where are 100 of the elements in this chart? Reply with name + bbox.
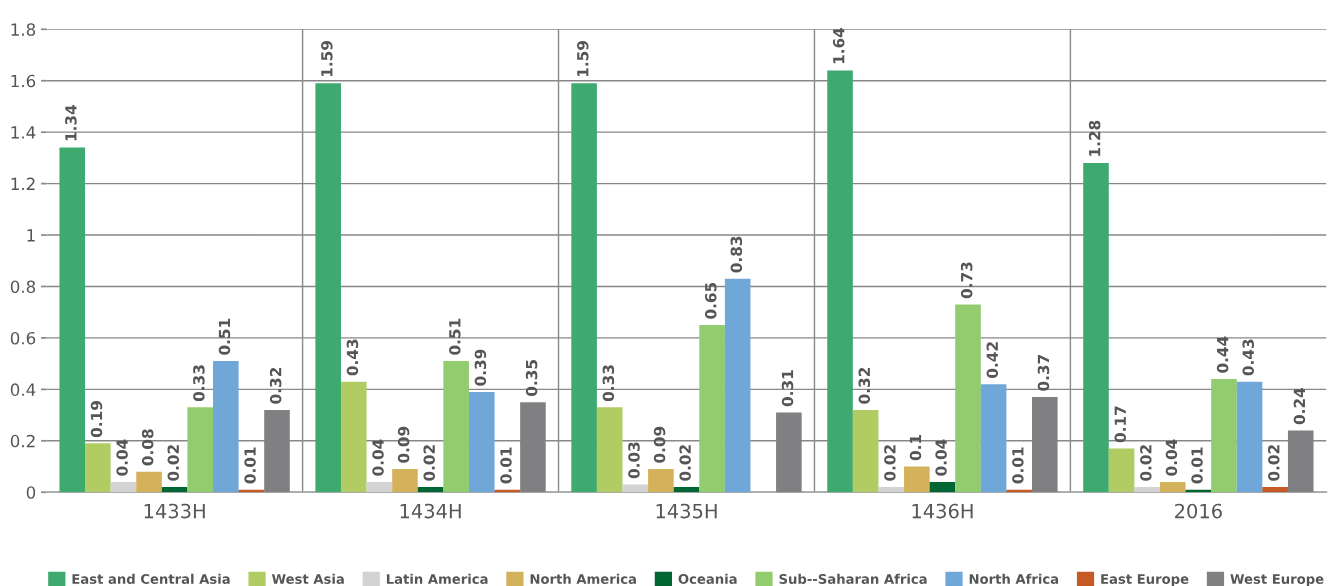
data-label: 0.09 (397, 426, 410, 463)
y-tick-label: 0.8 (10, 280, 36, 294)
data-label: 0.04 (935, 439, 947, 476)
bar (699, 325, 725, 493)
bar (1211, 379, 1237, 493)
data-label: 0.32 (269, 368, 282, 404)
y-tick-label: 1 (27, 229, 35, 242)
data-label: 0.51 (449, 318, 461, 355)
data-label: 0.39 (474, 349, 487, 386)
bar (315, 83, 341, 493)
data-label: 0.01 (1012, 447, 1024, 484)
legend-label: West Asia (271, 573, 344, 584)
bar (187, 407, 214, 493)
bar (980, 384, 1007, 493)
bar (1083, 163, 1109, 493)
y-tick-label: 0.4 (10, 383, 36, 396)
bar (571, 83, 597, 493)
legend-label: West Europe (1230, 574, 1324, 586)
data-label: 0.04 (372, 439, 384, 476)
y-tick-label: 1.4 (11, 126, 36, 139)
legend-label: East Europe (1101, 574, 1189, 586)
data-label: 0.37 (1037, 355, 1050, 391)
data-label: 0.04 (1165, 439, 1178, 476)
data-label: 1.34 (65, 105, 77, 141)
data-label: 0.43 (346, 339, 359, 376)
data-label: 1.64 (832, 27, 845, 64)
bar (673, 487, 700, 493)
bar (929, 481, 956, 493)
bar (1236, 381, 1263, 493)
data-label: 0.02 (167, 445, 180, 481)
data-label: 0.02 (679, 445, 691, 481)
data-label: 0.32 (858, 368, 871, 404)
data-label: 0.01 (244, 447, 256, 484)
data-label: 0.09 (653, 426, 666, 463)
data-label: 0.08 (141, 429, 154, 466)
x-tick-label: 1436H (912, 503, 973, 519)
bar (827, 70, 853, 493)
legend-label: Oceania (678, 573, 737, 584)
data-label: 0.31 (781, 370, 794, 407)
legend-label: North Africa (969, 573, 1059, 584)
data-label: 1.28 (1088, 120, 1101, 156)
bar (724, 278, 751, 493)
legend-label: North America (530, 573, 636, 584)
bar (366, 481, 393, 493)
data-label: 0.04 (116, 439, 128, 476)
bar (468, 391, 495, 493)
x-tick-label: 1434H (400, 503, 461, 519)
x-tick-label: 1433H (144, 503, 205, 519)
bar (1134, 487, 1160, 493)
legend-label: Latin America (386, 573, 488, 584)
data-label: 0.43 (1242, 339, 1254, 376)
x-tick-label: 1435H (656, 503, 717, 519)
data-label: 0.83 (730, 236, 743, 273)
data-label: 0.02 (884, 445, 896, 481)
bar (648, 469, 674, 493)
data-label: 0.42 (986, 342, 999, 378)
data-label: 0.02 (1140, 445, 1152, 481)
data-label: 1.59 (577, 41, 589, 77)
bar (904, 466, 930, 493)
y-tick-label: 0.6 (10, 331, 36, 345)
data-label: 0.44 (1216, 336, 1229, 373)
bar (213, 361, 239, 493)
bar (443, 361, 469, 493)
bar (955, 304, 981, 493)
y-tick-label: 0 (26, 486, 36, 499)
bar (852, 409, 879, 493)
data-label: 0.24 (1293, 387, 1306, 425)
bar (1262, 487, 1288, 493)
bar (596, 407, 623, 493)
data-label: 0.01 (500, 447, 512, 484)
bar (110, 481, 137, 493)
bar (392, 469, 418, 493)
y-tick-label: 1.2 (11, 177, 35, 190)
y-tick-label: 1.6 (11, 74, 36, 88)
data-label: 0.51 (218, 318, 231, 355)
data-label: 0.02 (423, 445, 435, 481)
data-label: 0.02 (1268, 445, 1280, 481)
data-label: 0.35 (525, 360, 538, 396)
bar (59, 147, 86, 493)
data-label: 0.65 (704, 282, 717, 319)
bar (1108, 448, 1135, 493)
y-tick-label: 0.2 (10, 434, 35, 448)
legend-label: Sub--Saharan Africa (779, 573, 927, 584)
bar (136, 471, 162, 493)
bar (1159, 481, 1186, 493)
bar (340, 381, 367, 493)
data-label: 0.73 (960, 262, 973, 299)
data-label: 0.03 (628, 442, 640, 479)
bar (878, 487, 905, 493)
data-label: 0.33 (602, 365, 615, 402)
data-label: 0.33 (193, 365, 205, 402)
x-tick-label: 2016 (1175, 503, 1222, 519)
bar (417, 487, 444, 493)
data-label: 0.1 (909, 434, 922, 461)
bar (85, 443, 111, 493)
data-label: 0.01 (1191, 447, 1203, 484)
data-label: 0.19 (90, 401, 103, 438)
y-tick-label: 1.8 (11, 23, 36, 36)
bar (161, 487, 188, 493)
legend-label: East and Central Asia (72, 573, 230, 584)
